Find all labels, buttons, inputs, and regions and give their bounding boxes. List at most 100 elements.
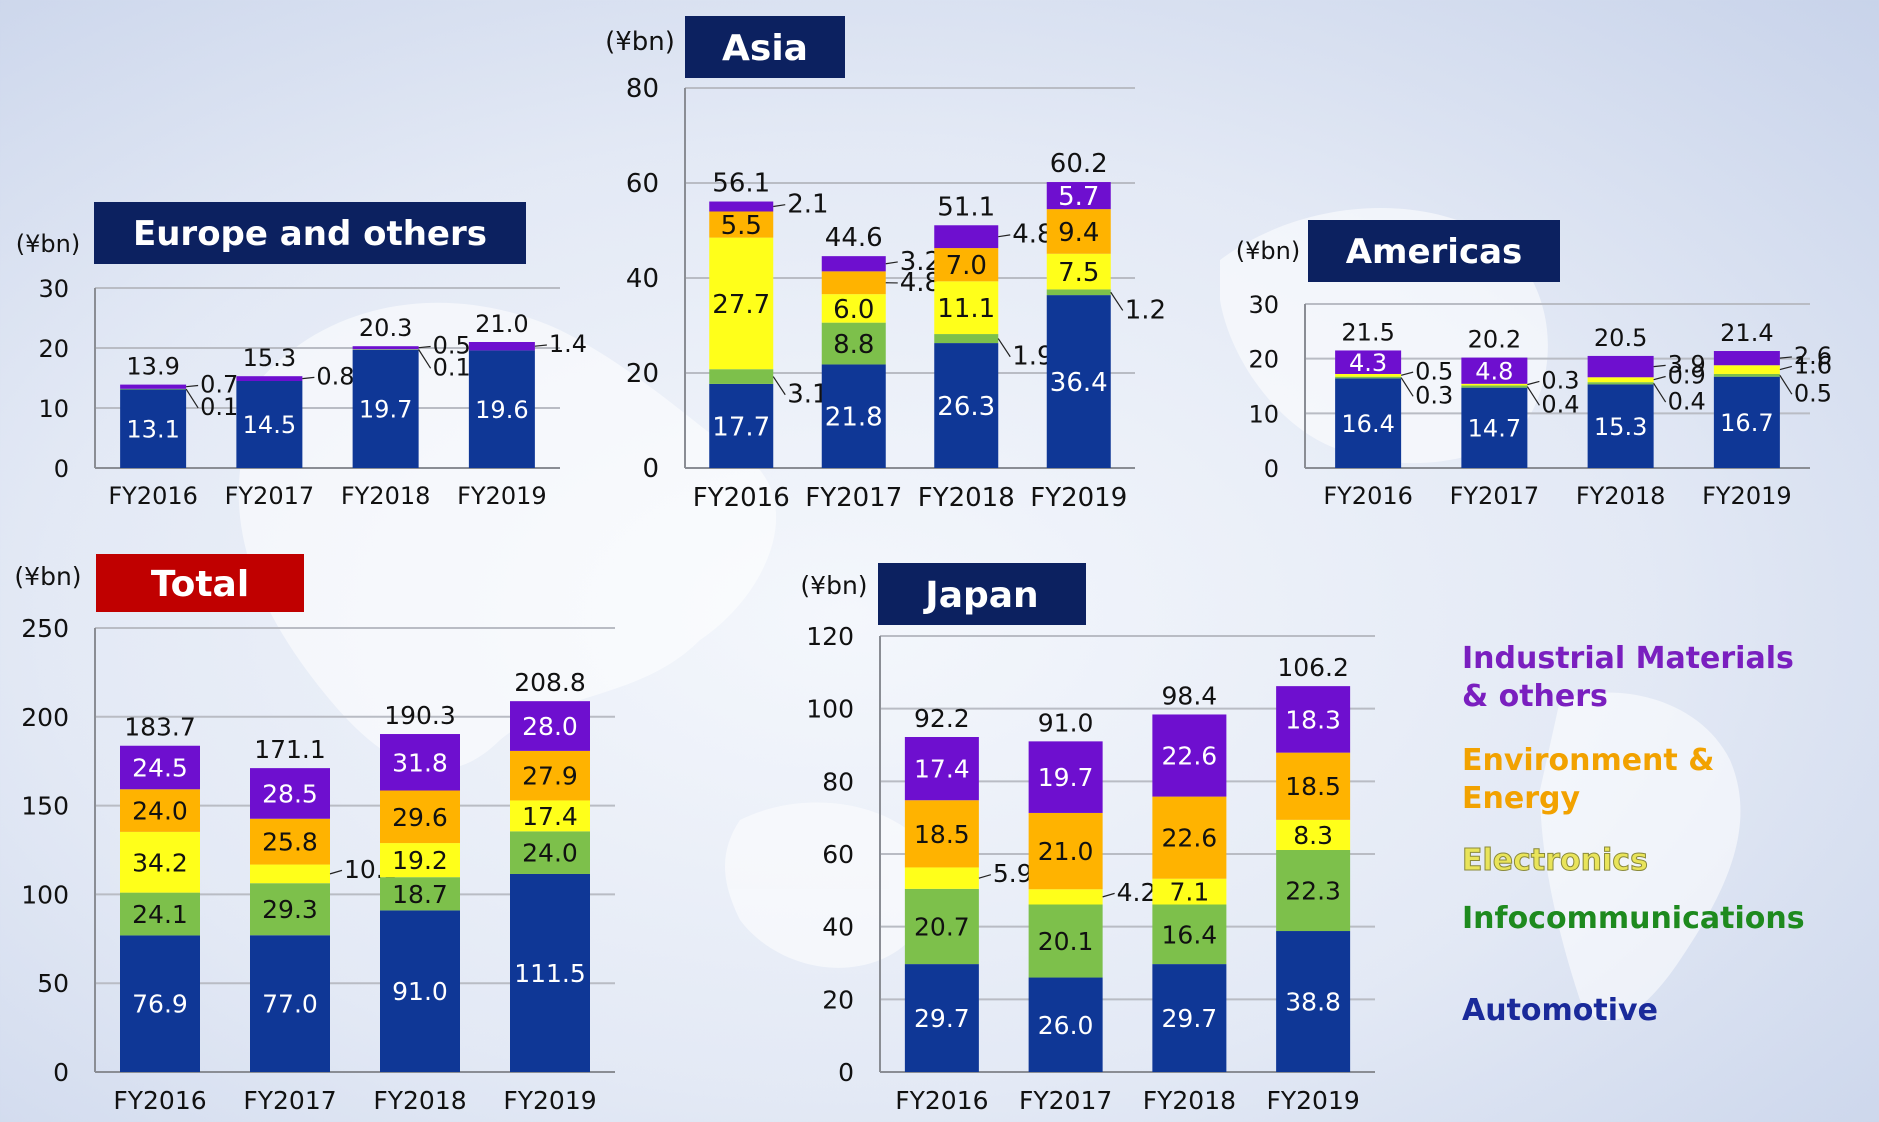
asia-bar-industrial_materials	[934, 225, 999, 249]
japan-data-label-environment_energy: 18.5	[914, 820, 970, 849]
americas-data-label-industrial_materials: 2.6	[1794, 342, 1832, 370]
asia-ytick-label: 60	[626, 169, 659, 199]
europe-leader-line	[186, 384, 199, 388]
japan-bar-environment_energy	[1028, 812, 1103, 890]
americas-leader-line	[1527, 380, 1540, 386]
asia-title: Asia	[722, 28, 808, 69]
americas-bar-infocommunications	[1713, 373, 1780, 377]
asia-bar-industrial_materials	[821, 256, 886, 272]
americas-data-label-infocommunications: 0.3	[1415, 382, 1453, 410]
americas-total-label: 21.5	[1341, 318, 1394, 346]
americas-leader-line	[1779, 356, 1792, 359]
total-ytick-label: 250	[21, 614, 69, 643]
total-data-label-infocommunications: 18.7	[392, 880, 448, 909]
asia-total-label: 51.1	[937, 192, 995, 222]
total-bar-environment_energy	[120, 789, 200, 832]
americas-chart: 0102030Americas(¥bn)16.40.30.54.321.5FY2…	[1236, 220, 1832, 510]
total-title: Total	[151, 564, 249, 605]
europe-data-label-infocommunications: 0.1	[200, 393, 238, 421]
asia-bar-environment_energy	[821, 271, 886, 295]
japan-data-label-automotive: 29.7	[914, 1004, 970, 1033]
europe-xtick-label: FY2017	[225, 482, 315, 510]
americas-leader-line	[1653, 364, 1666, 368]
japan-bar-automotive	[1276, 931, 1351, 1072]
japan-bar-industrial_materials	[904, 737, 979, 801]
total-ytick-label: 150	[21, 792, 69, 821]
total-ytick-label: 200	[21, 703, 69, 732]
total-data-label-environment_energy: 24.0	[132, 797, 188, 826]
americas-bar-electronics	[1713, 365, 1780, 374]
americas-bar-infocommunications	[1335, 376, 1402, 379]
americas-bar-electronics	[1587, 377, 1654, 383]
legend-electronics-label: Electronics	[1462, 843, 1649, 879]
asia-data-label-industrial_materials: 5.7	[1058, 182, 1099, 212]
japan-total-label: 91.0	[1038, 708, 1094, 737]
asia-leader-line	[997, 338, 1011, 358]
americas-unit-label: (¥bn)	[1236, 237, 1300, 265]
asia-data-label-automotive: 17.7	[712, 412, 770, 442]
japan-data-label-industrial_materials: 22.6	[1162, 742, 1218, 771]
americas-bar-automotive	[1713, 376, 1780, 468]
asia-title-box	[685, 16, 845, 78]
total-data-label-environment_energy: 29.6	[392, 803, 448, 832]
legend-environment-energy-label: Environment & Energy	[1462, 743, 1715, 816]
total-bar-industrial_materials	[250, 768, 330, 819]
americas-title: Americas	[1346, 232, 1523, 272]
japan-leader-line	[1102, 892, 1115, 898]
asia-leader-line	[998, 234, 1011, 238]
asia-ytick-label: 40	[626, 264, 659, 294]
total-bar-automotive	[250, 935, 330, 1072]
asia-data-label-environment_energy: 9.4	[1058, 218, 1099, 248]
americas-bar-automotive	[1587, 384, 1654, 468]
asia-ytick-label: 0	[642, 454, 659, 484]
europe-ytick-label: 30	[38, 275, 69, 303]
europe-ytick-label: 10	[38, 395, 69, 423]
europe-data-label-industrial_materials: 0.7	[200, 371, 238, 399]
americas-ytick-label: 20	[1248, 346, 1279, 374]
total-total-label: 171.1	[254, 735, 326, 764]
europe-xtick-label: FY2016	[108, 482, 198, 510]
europe-leader-line	[418, 345, 431, 349]
total-total-label: 190.3	[384, 701, 456, 730]
total-bar-infocommunications	[120, 892, 200, 936]
americas-total-label: 20.5	[1594, 324, 1647, 352]
asia-xtick-label: FY2017	[805, 483, 902, 513]
asia-data-label-automotive: 26.3	[937, 392, 995, 422]
total-leader-line	[329, 869, 343, 875]
asia-xtick-label: FY2018	[918, 483, 1015, 513]
asia-bar-environment_energy	[934, 248, 999, 282]
europe-data-label-automotive: 19.6	[475, 396, 528, 424]
asia-data-label-infocommunications: 8.8	[833, 330, 874, 360]
europe-bar-automotive	[352, 349, 419, 468]
asia-data-label-infocommunications: 3.1	[787, 380, 828, 410]
total-data-label-environment_energy: 25.8	[262, 828, 318, 857]
japan-bar-infocommunications	[1152, 904, 1227, 965]
total-ytick-label: 0	[53, 1058, 69, 1087]
europe-title-box	[94, 202, 526, 264]
europe-title: Europe and others	[133, 214, 487, 254]
japan-bar-automotive	[1152, 964, 1227, 1072]
americas-data-label-electronics: 0.9	[1668, 362, 1706, 390]
legend-automotive: Automotive	[1462, 992, 1658, 1030]
asia-data-label-automotive: 21.8	[825, 403, 883, 433]
total-ytick-label: 100	[21, 880, 69, 909]
asia-data-label-electronics: 7.5	[1058, 258, 1099, 288]
americas-leader-line	[1779, 375, 1793, 395]
asia-leader-line	[773, 204, 786, 208]
asia-bar-infocommunications	[821, 322, 886, 365]
americas-bar-industrial_materials	[1461, 357, 1528, 384]
total-bar-infocommunications	[250, 883, 330, 936]
asia-total-label: 56.1	[712, 169, 770, 199]
japan-data-label-environment_energy: 21.0	[1038, 837, 1094, 866]
total-title-box	[96, 554, 304, 612]
europe-bar-automotive	[236, 381, 303, 468]
japan-ytick-label: 80	[822, 767, 854, 796]
asia-bar-industrial_materials	[1046, 182, 1111, 210]
japan-bar-environment_energy	[1152, 796, 1227, 879]
japan-data-label-electronics: 4.2	[1117, 878, 1157, 907]
asia-bar-electronics	[1046, 253, 1111, 290]
japan-ytick-label: 60	[822, 840, 854, 869]
total-data-label-electronics: 34.2	[132, 848, 188, 877]
total-bar-electronics	[380, 843, 460, 878]
